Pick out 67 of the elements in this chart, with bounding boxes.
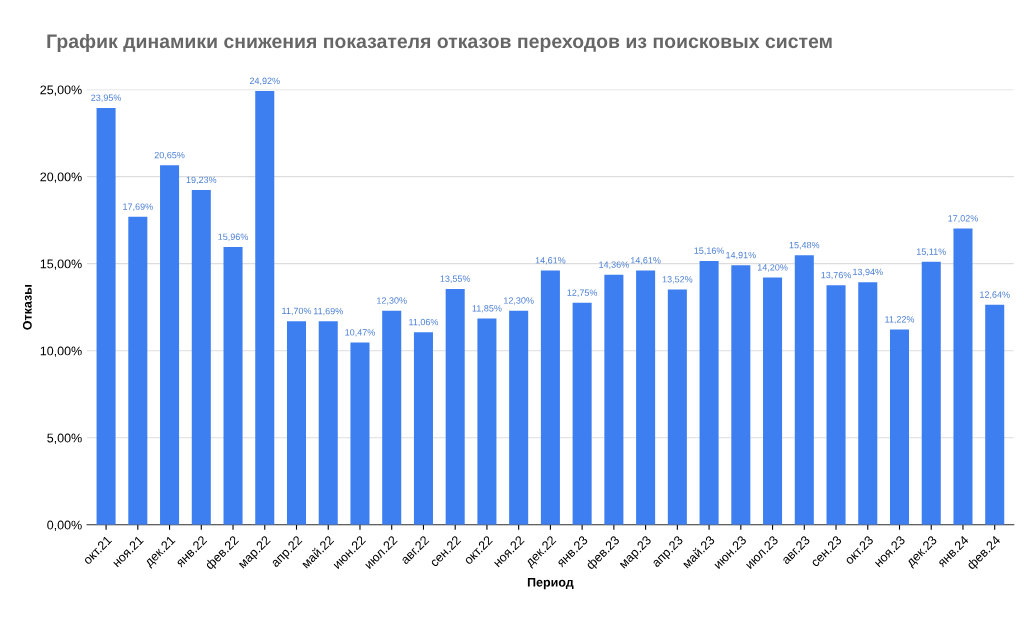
bar [191, 190, 211, 525]
bar [223, 246, 243, 525]
bar [128, 216, 148, 525]
data-label: 13,76% [821, 271, 852, 280]
y-tick-label: 10,00% [40, 346, 82, 357]
bar [382, 310, 402, 525]
data-label: 15,48% [789, 241, 820, 250]
data-label: 14,61% [630, 257, 661, 265]
data-label: 10,47% [345, 329, 375, 337]
y-tick-label: 0,00% [47, 520, 82, 531]
bar [572, 302, 592, 525]
bar [889, 329, 910, 525]
data-label: 19,23% [186, 176, 217, 185]
bar [636, 270, 656, 525]
data-label: 13,52% [662, 276, 693, 284]
bar [826, 285, 846, 525]
bar [509, 310, 529, 525]
y-tick-label: 20,00% [40, 172, 82, 183]
x-axis-title: Период [527, 577, 574, 590]
bar [286, 321, 307, 525]
bar [731, 265, 751, 525]
data-label: 17,02% [948, 215, 978, 223]
bar [921, 261, 941, 525]
data-label: 14,36% [599, 261, 629, 269]
data-label: 12,64% [980, 291, 1010, 299]
data-label: 24,92% [249, 77, 280, 86]
data-label: 23,95% [91, 94, 122, 102]
data-label: 13,55% [440, 275, 471, 283]
data-label: 12,30% [504, 297, 534, 305]
data-label: 14,91% [726, 251, 756, 260]
data-label: 15,96% [218, 233, 249, 242]
data-label: 11,70% [282, 307, 312, 316]
bar [413, 332, 433, 525]
bar [604, 274, 624, 525]
data-label: 12,30% [377, 297, 407, 305]
data-label: 13,94% [853, 268, 883, 277]
bar [160, 165, 180, 525]
bar [667, 289, 687, 525]
bar [985, 304, 1005, 525]
data-label: 15,11% [916, 248, 946, 256]
bar [540, 270, 560, 525]
bar [763, 277, 783, 525]
y-tick-label: 5,00% [47, 433, 82, 444]
bar [699, 260, 719, 525]
data-label: 11,22% [885, 316, 915, 324]
data-label: 15,16% [694, 247, 725, 255]
bar [794, 255, 814, 525]
y-tick-label: 25,00% [40, 85, 82, 96]
bar [477, 318, 497, 525]
y-axis-title: Отказы [22, 285, 32, 330]
data-label: 11,69% [313, 307, 343, 316]
bar [255, 90, 275, 525]
bar [445, 288, 465, 525]
data-label: 11,85% [472, 305, 502, 313]
chart-title: График динамики снижения показателя отказов переходов из поисковых систем [47, 33, 832, 53]
bar [318, 321, 338, 525]
data-label: 20,65% [154, 151, 185, 160]
bar [858, 282, 878, 525]
bar [350, 342, 370, 525]
data-label: 12,75% [567, 289, 598, 297]
data-label: 11,06% [409, 318, 439, 327]
data-label: 14,20% [757, 264, 788, 272]
bar [96, 107, 116, 525]
data-label: 14,61% [535, 257, 566, 265]
bar [953, 228, 973, 525]
data-label: 17,69% [123, 203, 153, 211]
y-tick-label: 15,00% [40, 259, 82, 270]
